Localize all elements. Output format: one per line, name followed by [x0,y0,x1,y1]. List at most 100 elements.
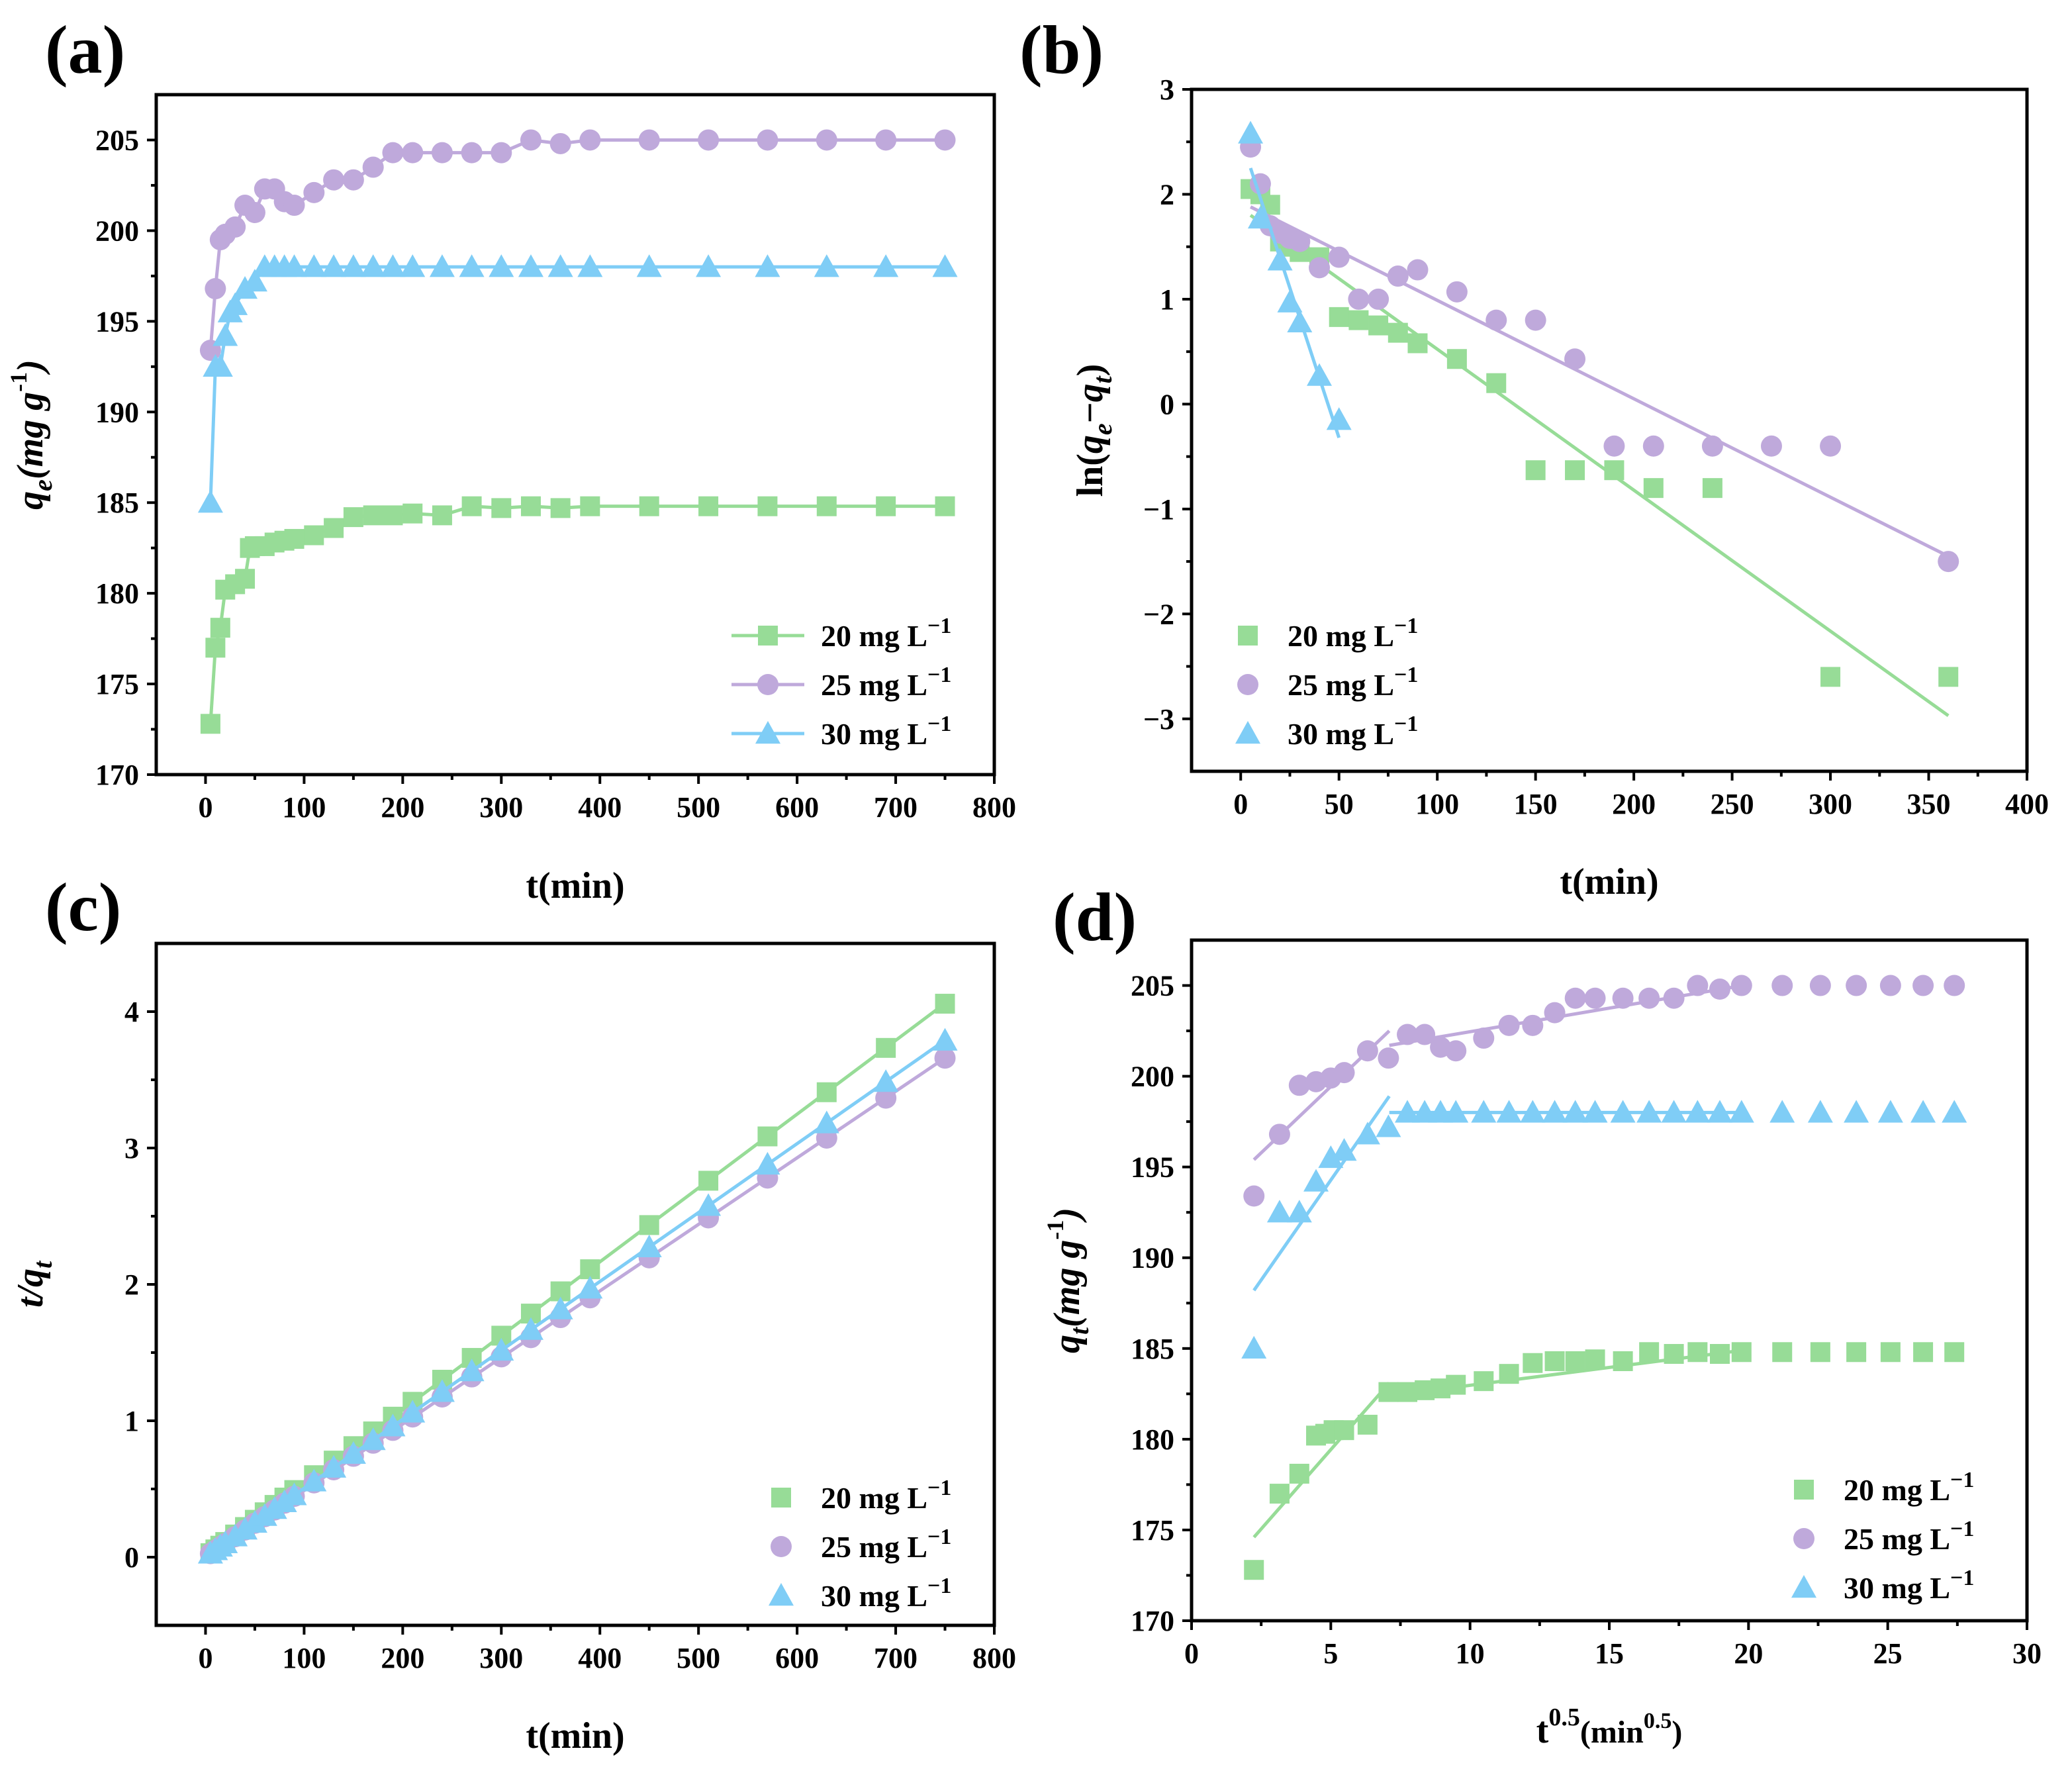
x-tick-label: 800 [972,791,1016,824]
x-tick-label: 0 [1233,788,1248,820]
x-tick-label: 150 [1514,788,1558,820]
data-point [1701,435,1723,457]
panel-label-b: (b) [1019,12,1104,88]
data-point [1368,288,1389,310]
x-tick-label: 350 [1907,788,1951,820]
legend-label: 25 mg L−1 [821,1525,951,1564]
x-tick-label: 0 [1184,1637,1199,1670]
data-point [281,254,307,277]
data-point [1333,1062,1355,1084]
data-point [1730,975,1752,996]
data-point [757,496,778,516]
plot-frame [1190,87,2029,773]
data-point [1522,1014,1544,1036]
y-axis-title: qe(mg g-1) [5,359,58,510]
data-point [816,1082,837,1102]
data-point [1496,1100,1522,1123]
data-point [1486,373,1507,393]
x-tick-label: 25 [1873,1637,1903,1670]
data-point [1731,1342,1752,1363]
y-tick-label: 175 [95,668,139,700]
data-point [1912,975,1934,996]
legend-marker [755,721,780,744]
data-point [639,496,659,516]
data-point [340,1441,366,1464]
data-point [1938,551,1959,573]
legend-marker [758,626,778,646]
data-point [1639,1342,1660,1363]
data-point [814,1110,839,1133]
data-point [1326,407,1352,430]
data-point [1638,987,1660,1009]
data-point [1446,349,1467,369]
data-point [698,1171,719,1191]
data-point [875,1087,897,1109]
series-30 [197,1028,958,1564]
y-tick-label: 180 [95,577,139,610]
data-point [1771,975,1793,996]
fit-line [1249,205,1950,558]
data-point [1485,309,1507,331]
data-point [235,569,256,589]
x-tick-label: 100 [282,1642,326,1674]
legend-marker [771,1488,791,1508]
y-tick-label: 4 [124,996,139,1028]
data-point [1542,1100,1568,1123]
data-point [550,498,571,518]
data-point [1685,1100,1711,1123]
legend-label: 20 mg L−1 [821,1476,951,1515]
data-point [1525,460,1546,481]
data-point [816,129,837,151]
data-point [580,496,600,516]
data-point [1582,1100,1608,1123]
data-point [1636,1100,1662,1123]
data-point [1663,987,1685,1009]
data-point [547,254,573,277]
data-point [284,528,305,549]
data-point [362,156,384,178]
x-tick-label: 700 [874,1642,918,1674]
data-point [1564,987,1586,1009]
data-point [1247,205,1273,229]
y-tick-label: 2 [1160,178,1174,211]
data-point [1687,1342,1708,1363]
data-point [696,254,722,277]
panel-c: (c) 0 100 200 300 400 500 600 700 800 0 1 2 3 4 t(min) t… [10,869,1016,1756]
data-point [1241,1335,1267,1359]
y-tick-label: −1 [1143,493,1174,526]
x-tick-label: 50 [1325,788,1354,820]
data-point [380,1413,406,1437]
data-point [1397,1382,1418,1402]
series-30 [1241,1095,1967,1359]
legend: 20 mg L−1 25 mg L−1 30 mg L−1 [769,1476,951,1613]
series-line [209,265,945,503]
panel-label-a: (a) [45,12,125,88]
data-point [1354,1122,1380,1145]
data-point [283,195,305,216]
x-tick-label: 700 [874,791,918,824]
series-line [209,138,945,351]
data-point [1473,1028,1495,1049]
x-tick-label: 800 [972,1642,1016,1674]
data-point [1809,975,1831,996]
data-point [1238,120,1264,144]
legend: 20 mg L−1 25 mg L−1 30 mg L−1 [1791,1468,1974,1605]
data-point [1913,1342,1934,1363]
data-point [1769,1100,1795,1123]
data-point [200,714,220,734]
data-point [1709,979,1731,1000]
data-point [636,1234,662,1257]
x-tick-label: 300 [479,791,523,824]
data-point [1910,1100,1936,1123]
data-point [636,254,662,277]
data-point [383,505,403,526]
data-point [1544,1351,1565,1371]
data-point [489,254,514,277]
data-point [459,254,485,277]
y-tick-label: 0 [1160,388,1174,420]
data-point [1357,1414,1378,1435]
data-point [1329,307,1349,327]
legend-marker [1237,674,1258,695]
data-point [639,1215,659,1235]
series-20 [200,496,955,734]
